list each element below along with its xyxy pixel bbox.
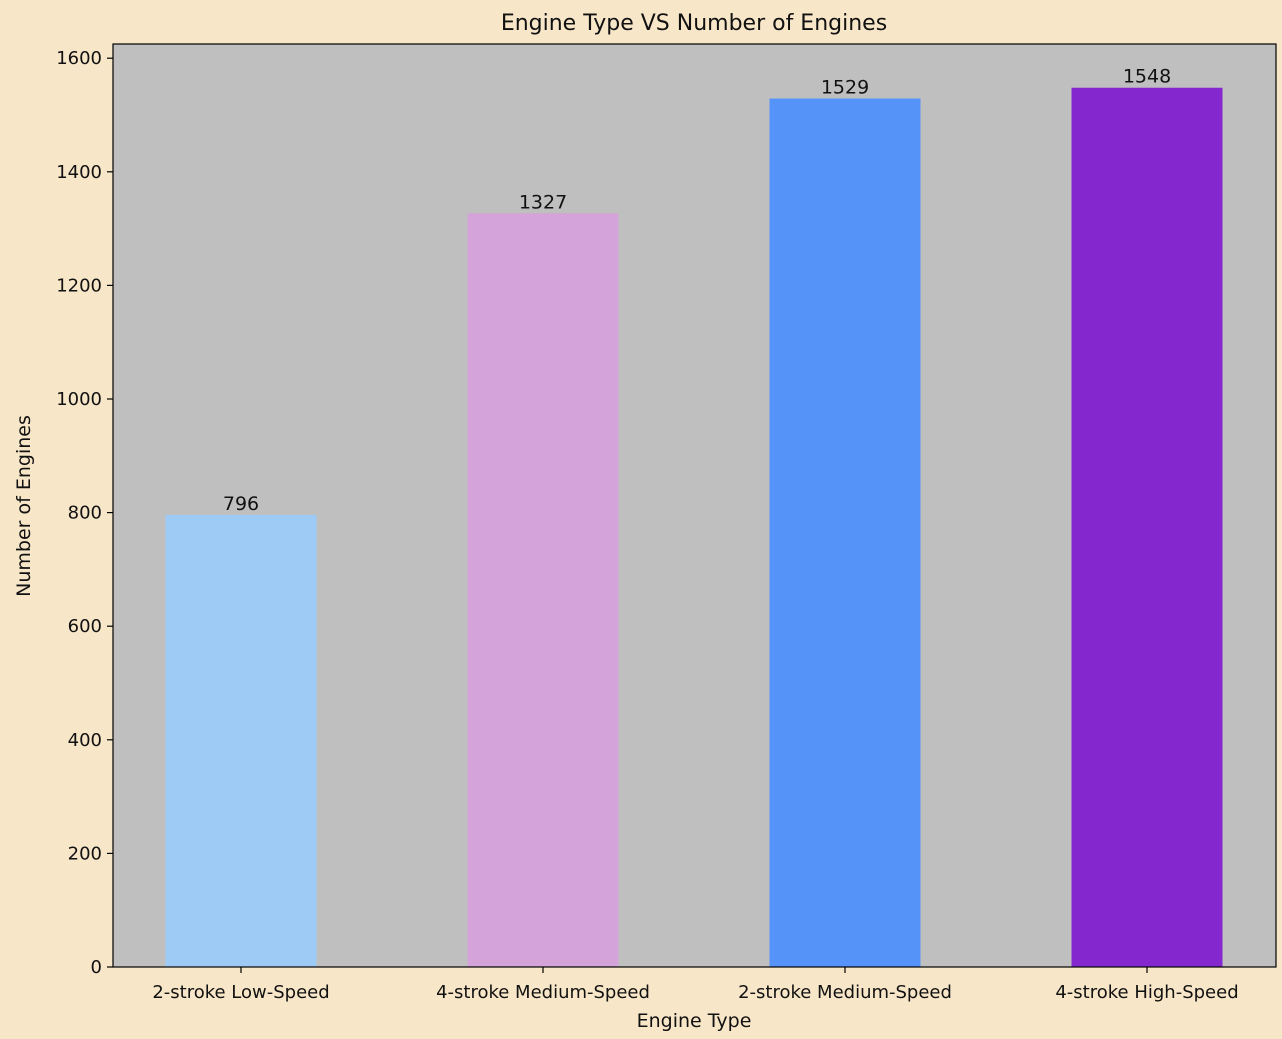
bar xyxy=(769,98,921,967)
y-tick-label: 1400 xyxy=(56,162,102,183)
bar xyxy=(165,514,317,967)
x-tick-label: 4-stroke High-Speed xyxy=(1055,982,1238,1003)
y-tick-label: 1600 xyxy=(56,48,102,69)
y-tick-label: 600 xyxy=(68,616,102,637)
chart-title: Engine Type VS Number of Engines xyxy=(501,11,887,36)
plot-frame xyxy=(112,43,1277,968)
x-tick-label: 2-stroke Low-Speed xyxy=(152,982,329,1003)
y-tick-label: 1200 xyxy=(56,275,102,296)
bars-group xyxy=(165,87,1223,967)
data-label: 1548 xyxy=(1123,66,1171,88)
data-label: 796 xyxy=(223,493,259,515)
data-labels-group: 796 1327 1529 1548 xyxy=(223,66,1171,515)
y-tick-label: 800 xyxy=(68,503,102,524)
y-axis: 0 200 400 600 800 1000 1200 1400 1600 xyxy=(56,48,113,978)
x-tick-label: 4-stroke Medium-Speed xyxy=(436,982,650,1003)
y-tick-label: 400 xyxy=(68,730,102,751)
y-tick-label: 0 xyxy=(91,957,102,978)
data-label: 1327 xyxy=(519,191,567,213)
bar xyxy=(467,213,619,967)
y-axis-label: Number of Engines xyxy=(13,415,35,597)
y-tick-label: 200 xyxy=(68,843,102,864)
x-axis-label: Engine Type xyxy=(637,1010,752,1032)
bar xyxy=(1071,87,1223,967)
data-label: 1529 xyxy=(821,77,869,99)
y-tick-label: 1000 xyxy=(56,389,102,410)
x-tick-label: 2-stroke Medium-Speed xyxy=(738,982,952,1003)
x-axis: 2-stroke Low-Speed 4-stroke Medium-Speed 2… xyxy=(152,967,1239,1003)
